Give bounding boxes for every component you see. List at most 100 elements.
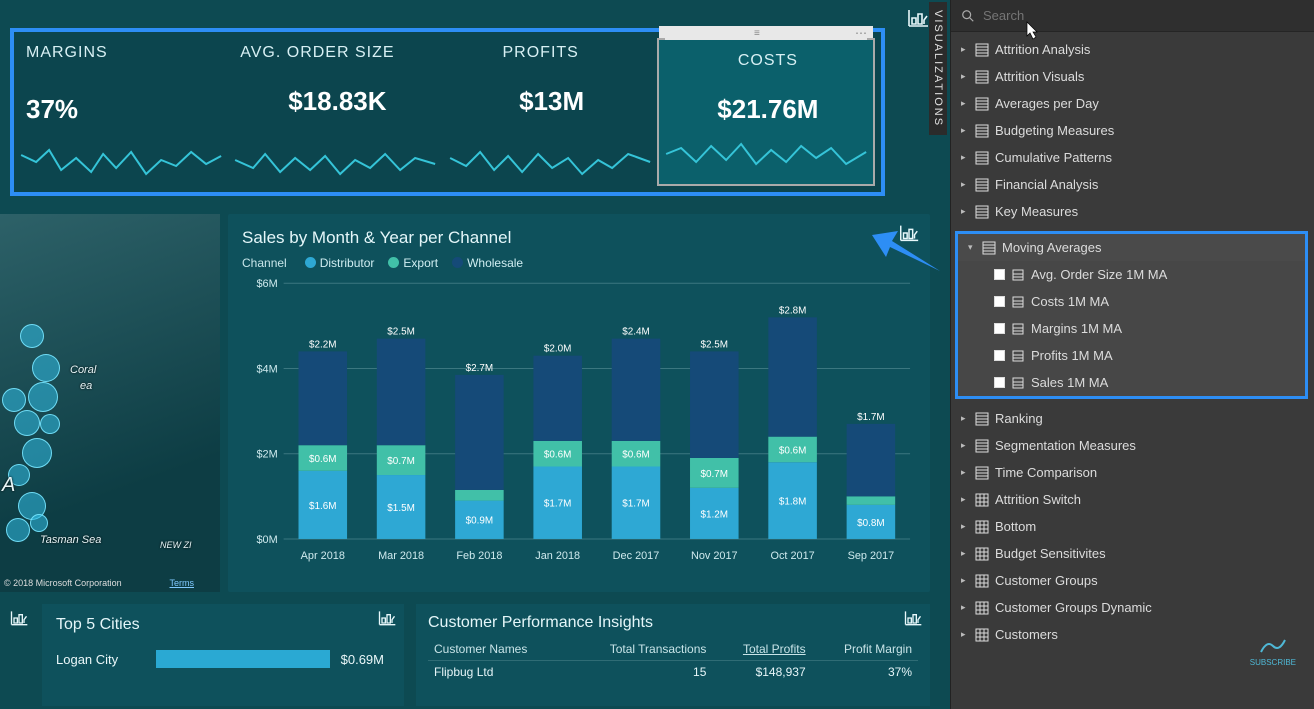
tree-group[interactable]: ▸Bottom — [951, 513, 1314, 540]
tree-label: Time Comparison — [995, 465, 1097, 480]
field-label: Avg. Order Size 1M MA — [1031, 267, 1167, 282]
tree-group[interactable]: ▸Segmentation Measures — [951, 432, 1314, 459]
svg-text:$0.9M: $0.9M — [466, 516, 494, 527]
kpi-title: COSTS — [671, 52, 865, 70]
tree-group-moving-averages[interactable]: ▾ Moving Averages — [958, 234, 1305, 261]
legend-item-distributor[interactable]: Distributor — [305, 256, 375, 270]
legend-item-export[interactable]: Export — [388, 256, 438, 270]
tree-field[interactable]: Profits 1M MA — [958, 342, 1305, 369]
tree-label: Attrition Visuals — [995, 69, 1084, 84]
tree-group[interactable]: ▸Attrition Switch — [951, 486, 1314, 513]
visualizations-tab[interactable]: VISUALIZATIONS — [929, 2, 947, 135]
expand-icon: ▸ — [961, 548, 969, 559]
tree-group[interactable]: ▸Attrition Analysis — [951, 36, 1314, 63]
measure-icon — [1011, 295, 1025, 309]
svg-text:$2.4M: $2.4M — [622, 327, 650, 338]
field-label: Sales 1M MA — [1031, 375, 1108, 390]
svg-text:$1.8M: $1.8M — [779, 497, 807, 508]
sparkline — [14, 130, 228, 190]
map-bubble[interactable] — [32, 354, 60, 382]
map-bubble[interactable] — [6, 518, 30, 542]
field-checkbox[interactable] — [994, 377, 1005, 388]
chart-plot-area: $0M$2M$4M$6M$1.6M$0.6M$2.2MApr 2018$1.5M… — [242, 276, 916, 568]
tree-label: Segmentation Measures — [995, 438, 1136, 453]
col-profits[interactable]: Total Profits — [712, 638, 811, 661]
map-bubble[interactable] — [2, 388, 26, 412]
tree-field[interactable]: Margins 1M MA — [958, 315, 1305, 342]
tree-field[interactable]: Costs 1M MA — [958, 288, 1305, 315]
collapse-icon: ▾ — [968, 242, 976, 253]
tree-group[interactable]: ▸Ranking — [951, 405, 1314, 432]
field-checkbox[interactable] — [994, 269, 1005, 280]
top5-cities-visual[interactable]: Top 5 Cities Logan City $0.69M — [42, 604, 404, 706]
col-margin[interactable]: Profit Margin — [812, 638, 918, 661]
bar-row[interactable]: Logan City $0.69M — [56, 650, 390, 668]
tree-label: Budgeting Measures — [995, 123, 1114, 138]
expand-icon: ▸ — [961, 98, 969, 109]
tree-label: Customers — [995, 627, 1058, 642]
tree-field[interactable]: Sales 1M MA — [958, 369, 1305, 396]
more-options-icon[interactable]: ⋯ — [855, 26, 867, 40]
tree-group[interactable]: ▸Budget Sensitivites — [951, 540, 1314, 567]
tree-group[interactable]: ▸ Budgeting Measures — [951, 117, 1314, 144]
svg-text:$2.7M: $2.7M — [466, 363, 494, 374]
expand-icon: ▸ — [961, 467, 969, 478]
tree-field[interactable]: Avg. Order Size 1M MA — [958, 261, 1305, 288]
map-label: NEW ZI — [160, 540, 192, 550]
measure-icon — [1011, 268, 1025, 282]
map-label: Coral — [70, 364, 96, 376]
tree-group[interactable]: ▸Key Measures — [951, 198, 1314, 225]
kpi-profits[interactable]: PROFITS $13M — [443, 32, 657, 192]
map-bubble[interactable] — [20, 324, 44, 348]
svg-text:$2.2M: $2.2M — [309, 339, 337, 350]
tree-group[interactable]: ▸Financial Analysis — [951, 171, 1314, 198]
tree-group[interactable]: ▸Customer Groups Dynamic — [951, 594, 1314, 621]
field-checkbox[interactable] — [994, 323, 1005, 334]
kpi-avg-order-size[interactable]: AVG. ORDER SIZE $18.83K — [228, 32, 442, 192]
map-terms-link[interactable]: Terms — [170, 578, 195, 588]
svg-text:$6M: $6M — [256, 278, 277, 290]
col-customer[interactable]: Customer Names — [428, 638, 568, 661]
map-bubble[interactable] — [28, 382, 58, 412]
svg-text:$0.6M: $0.6M — [544, 450, 572, 461]
expand-icon: ▸ — [961, 206, 969, 217]
tree-label: Bottom — [995, 519, 1036, 534]
drag-handle-icon[interactable]: ≡ — [665, 28, 851, 39]
fields-search[interactable] — [951, 0, 1314, 32]
field-label: Margins 1M MA — [1031, 321, 1122, 336]
tree-group[interactable]: ▸Customer Groups — [951, 567, 1314, 594]
table-row[interactable]: Flipbug Ltd 15 $148,937 37% — [428, 661, 918, 684]
svg-text:$2.5M: $2.5M — [387, 327, 415, 338]
visual-header[interactable]: ≡ ⋯ — [659, 26, 873, 40]
field-checkbox[interactable] — [994, 350, 1005, 361]
expand-icon: ▸ — [961, 494, 969, 505]
map-visual[interactable]: CoraleaATasman SeaNEW ZI © 2018 Microsof… — [0, 214, 220, 592]
col-transactions[interactable]: Total Transactions — [568, 638, 712, 661]
tree-label: Customer Groups Dynamic — [995, 600, 1152, 615]
search-input[interactable] — [983, 8, 1304, 23]
field-checkbox[interactable] — [994, 296, 1005, 307]
expand-icon: ▸ — [961, 125, 969, 136]
tree-group[interactable]: ▸Averages per Day — [951, 90, 1314, 117]
map-bubble[interactable] — [30, 514, 48, 532]
svg-text:$0.7M: $0.7M — [387, 456, 415, 467]
svg-text:Mar 2018: Mar 2018 — [378, 550, 424, 562]
map-bubble[interactable] — [14, 410, 40, 436]
map-bubble[interactable] — [22, 438, 52, 468]
map-label: ea — [80, 380, 92, 392]
sales-by-channel-visual[interactable]: Sales by Month & Year per Channel Channe… — [228, 214, 930, 592]
tree-label: Attrition Analysis — [995, 42, 1090, 57]
tree-group[interactable]: ▸Cumulative Patterns — [951, 144, 1314, 171]
subscribe-badge[interactable]: SUBSCRIBE — [1250, 636, 1296, 667]
legend-item-wholesale[interactable]: Wholesale — [452, 256, 523, 270]
kpi-value: $18.83K — [240, 86, 434, 117]
tree-group[interactable]: ▸ Time Comparison — [951, 459, 1314, 486]
kpi-value: $21.76M — [671, 94, 865, 125]
fields-panel: VISUALIZATIONS ▸Attrition Analysis▸Attri… — [950, 0, 1314, 709]
tree-group[interactable]: ▸Attrition Visuals — [951, 63, 1314, 90]
customer-performance-visual[interactable]: Customer Performance Insights Customer N… — [416, 604, 930, 706]
expand-icon: ▸ — [961, 179, 969, 190]
kpi-margins[interactable]: MARGINS 37% — [14, 32, 228, 192]
map-bubble[interactable] — [40, 414, 60, 434]
kpi-costs[interactable]: ≡ ⋯ COSTS $21.76M — [657, 38, 875, 186]
